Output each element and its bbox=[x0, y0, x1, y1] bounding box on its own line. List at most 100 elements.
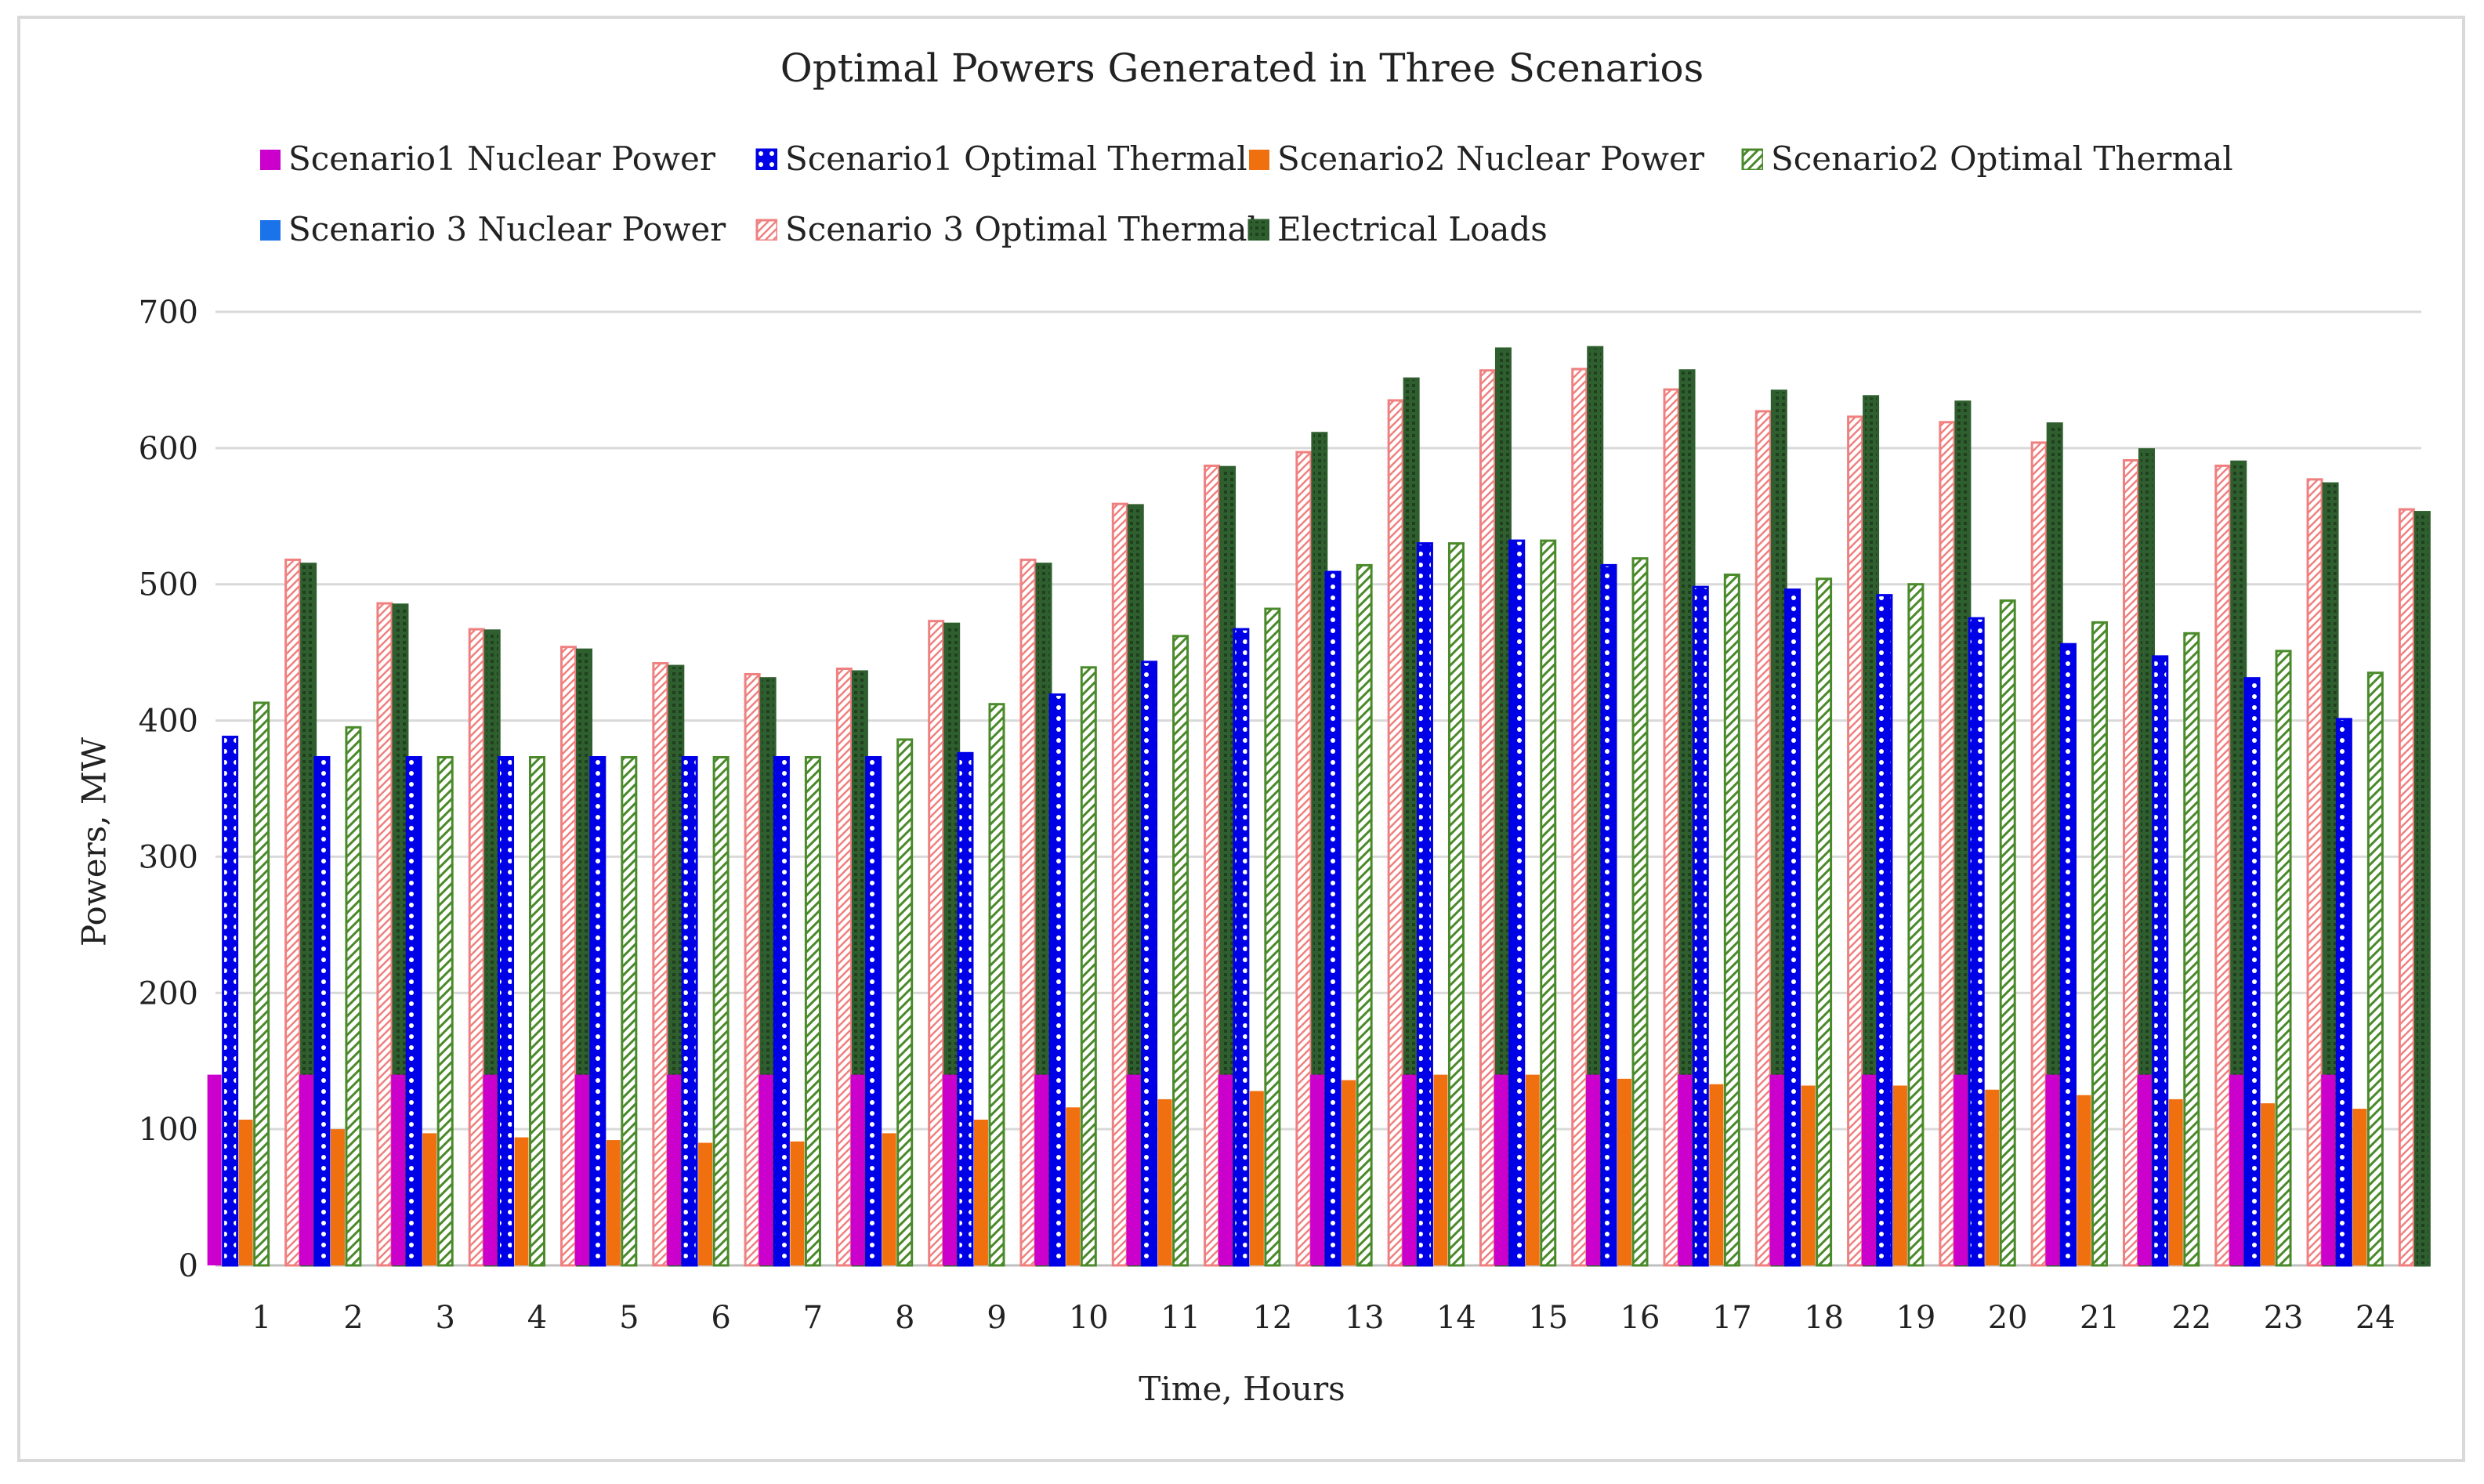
bar-scenario2-optimal-thermal-hour-11 bbox=[1172, 635, 1189, 1267]
bar-scenario2-nuclear-power-hour-17 bbox=[1709, 1084, 1724, 1265]
bar-scenario-3-optimal-thermal-hour-9 bbox=[1019, 558, 1037, 1267]
bar-scenario-3-optimal-thermal-hour-15 bbox=[1571, 367, 1588, 1267]
x-tick-label: 12 bbox=[1252, 1300, 1292, 1336]
bar-scenario2-optimal-thermal-hour-12 bbox=[1264, 607, 1281, 1267]
bar-scenario2-nuclear-power-hour-20 bbox=[1985, 1089, 2000, 1265]
legend-item: Scenario 3 Nuclear Power bbox=[259, 210, 726, 248]
x-axis-title: Time, Hours bbox=[1139, 1370, 1345, 1408]
bar-scenario2-nuclear-power-hour-13 bbox=[1342, 1080, 1356, 1265]
x-tick-label: 4 bbox=[527, 1300, 547, 1336]
y-tick-label: 600 bbox=[139, 431, 198, 467]
bar-scenario2-nuclear-power-hour-9 bbox=[973, 1119, 988, 1265]
x-tick-label: 1 bbox=[252, 1300, 271, 1336]
x-tick-label: 15 bbox=[1528, 1300, 1568, 1336]
legend-item: Scenario2 Nuclear Power bbox=[1247, 139, 1704, 178]
bar-scenario1-nuclear-power-hour-21 bbox=[2045, 1074, 2060, 1265]
bar-scenario1-nuclear-power-hour-15 bbox=[1494, 1074, 1508, 1265]
bar-scenario1-optimal-thermal-hour-5 bbox=[589, 756, 607, 1267]
legend-swatch bbox=[755, 219, 777, 241]
bar-scenario1-nuclear-power-hour-7 bbox=[759, 1074, 773, 1265]
bar-scenario2-nuclear-power-hour-16 bbox=[1617, 1078, 1632, 1265]
bar-scenario1-optimal-thermal-hour-23 bbox=[2243, 677, 2261, 1267]
bar-scenario-3-optimal-thermal-hour-2 bbox=[376, 602, 393, 1267]
bar-scenario2-nuclear-power-hour-19 bbox=[1892, 1085, 1907, 1265]
y-tick-label: 200 bbox=[139, 975, 198, 1012]
bar-scenario2-optimal-thermal-hour-18 bbox=[1816, 577, 1833, 1267]
bar-scenario-3-optimal-thermal-hour-12 bbox=[1295, 451, 1313, 1267]
bar-scenario2-nuclear-power-hour-11 bbox=[1157, 1099, 1172, 1265]
bar-scenario1-nuclear-power-hour-23 bbox=[2229, 1074, 2244, 1265]
bar-scenario-3-optimal-thermal-hour-1 bbox=[284, 558, 302, 1267]
x-tick-label: 19 bbox=[1896, 1300, 1935, 1336]
x-tick-label: 13 bbox=[1345, 1300, 1385, 1336]
bar-scenario2-nuclear-power-hour-8 bbox=[882, 1133, 896, 1265]
bar-scenario1-nuclear-power-hour-11 bbox=[1126, 1074, 1141, 1265]
bar-scenario2-optimal-thermal-hour-21 bbox=[2091, 621, 2108, 1267]
legend-item: Scenario1 Optimal Thermal bbox=[755, 139, 1247, 178]
x-tick-label: 2 bbox=[343, 1300, 363, 1336]
bar-scenario1-nuclear-power-hour-12 bbox=[1218, 1074, 1233, 1265]
bar-scenario-3-optimal-thermal-hour-17 bbox=[1754, 410, 1772, 1267]
bar-scenario2-nuclear-power-hour-18 bbox=[1801, 1085, 1816, 1265]
y-tick-label: 0 bbox=[179, 1248, 198, 1284]
bar-scenario1-optimal-thermal-hour-19 bbox=[1876, 594, 1893, 1267]
bar-scenario2-nuclear-power-hour-23 bbox=[2261, 1103, 2276, 1265]
bar-scenario2-optimal-thermal-hour-17 bbox=[1723, 574, 1740, 1267]
bar-scenario1-nuclear-power-hour-16 bbox=[1586, 1074, 1601, 1265]
bar-scenario1-optimal-thermal-hour-24 bbox=[2335, 718, 2352, 1267]
bar-scenario-3-optimal-thermal-hour-20 bbox=[2030, 441, 2048, 1267]
bar-scenario2-nuclear-power-hour-5 bbox=[606, 1140, 621, 1265]
legend-item: Electrical Loads bbox=[1247, 210, 1548, 248]
bar-scenario2-optimal-thermal-hour-8 bbox=[896, 738, 914, 1267]
x-tick-label: 8 bbox=[895, 1300, 914, 1336]
bar-scenario2-optimal-thermal-hour-23 bbox=[2275, 650, 2292, 1267]
y-tick-label: 100 bbox=[139, 1112, 198, 1148]
legend-label: Scenario 3 Nuclear Power bbox=[288, 210, 726, 248]
bar-electrical-loads-hour-24 bbox=[2413, 511, 2431, 1267]
bar-scenario-3-optimal-thermal-hour-11 bbox=[1204, 464, 1221, 1267]
bar-scenario-3-optimal-thermal-hour-24 bbox=[2398, 508, 2415, 1267]
legend-swatch bbox=[1249, 149, 1269, 170]
bar-scenario1-nuclear-power-hour-17 bbox=[1678, 1074, 1693, 1265]
x-tick-label: 17 bbox=[1712, 1300, 1752, 1336]
bar-scenario1-nuclear-power-hour-8 bbox=[850, 1074, 865, 1265]
bar-scenario1-nuclear-power-hour-13 bbox=[1310, 1074, 1325, 1265]
bar-scenario1-nuclear-power-hour-19 bbox=[1861, 1074, 1876, 1265]
bar-scenario-3-optimal-thermal-hour-4 bbox=[560, 646, 578, 1267]
bar-scenario-3-optimal-thermal-hour-22 bbox=[2214, 464, 2232, 1267]
bar-scenario1-optimal-thermal-hour-6 bbox=[681, 756, 698, 1267]
bar-scenario1-optimal-thermal-hour-13 bbox=[1324, 570, 1342, 1267]
x-tick-label: 18 bbox=[1804, 1300, 1844, 1336]
bar-scenario1-optimal-thermal-hour-2 bbox=[313, 756, 331, 1267]
bar-scenario2-nuclear-power-hour-14 bbox=[1433, 1074, 1448, 1265]
legend-label: Scenario2 Optimal Thermal bbox=[1771, 139, 2233, 178]
bar-scenario1-nuclear-power-hour-10 bbox=[1034, 1074, 1049, 1265]
x-tick-label: 6 bbox=[711, 1300, 730, 1336]
bar-scenario2-nuclear-power-hour-10 bbox=[1066, 1107, 1081, 1265]
legend-label: Scenario2 Nuclear Power bbox=[1277, 139, 1704, 178]
bar-scenario2-optimal-thermal-hour-5 bbox=[621, 756, 638, 1267]
legend-label: Scenario1 Nuclear Power bbox=[288, 139, 715, 178]
bar-scenario2-nuclear-power-hour-22 bbox=[2168, 1099, 2183, 1265]
bar-scenario-3-optimal-thermal-hour-19 bbox=[1939, 421, 1956, 1267]
x-tick-label: 23 bbox=[2264, 1300, 2304, 1336]
bar-scenario-3-optimal-thermal-hour-23 bbox=[2306, 478, 2323, 1267]
bar-scenario-3-optimal-thermal-hour-5 bbox=[652, 662, 669, 1267]
bar-scenario2-optimal-thermal-hour-2 bbox=[345, 726, 362, 1267]
bar-scenario1-optimal-thermal-hour-12 bbox=[1233, 628, 1250, 1267]
bar-scenario2-optimal-thermal-hour-19 bbox=[1907, 583, 1925, 1267]
x-tick-label: 16 bbox=[1620, 1300, 1660, 1336]
x-tick-label: 3 bbox=[436, 1300, 455, 1336]
y-tick-label: 300 bbox=[139, 839, 198, 875]
bar-scenario2-nuclear-power-hour-12 bbox=[1249, 1091, 1264, 1265]
bar-scenario1-nuclear-power-hour-3 bbox=[391, 1074, 406, 1265]
bar-scenario2-optimal-thermal-hour-10 bbox=[1080, 666, 1097, 1267]
bar-scenario1-optimal-thermal-hour-18 bbox=[1784, 588, 1801, 1267]
legend-item: Scenario1 Nuclear Power bbox=[259, 139, 715, 178]
x-tick-label: 7 bbox=[803, 1300, 823, 1336]
bar-scenario2-optimal-thermal-hour-15 bbox=[1540, 539, 1557, 1267]
bar-scenario2-optimal-thermal-hour-4 bbox=[529, 756, 546, 1267]
bar-scenario1-optimal-thermal-hour-7 bbox=[773, 756, 790, 1267]
bar-scenario1-nuclear-power-hour-24 bbox=[2321, 1074, 2336, 1265]
bar-scenario2-optimal-thermal-hour-24 bbox=[2366, 671, 2384, 1267]
